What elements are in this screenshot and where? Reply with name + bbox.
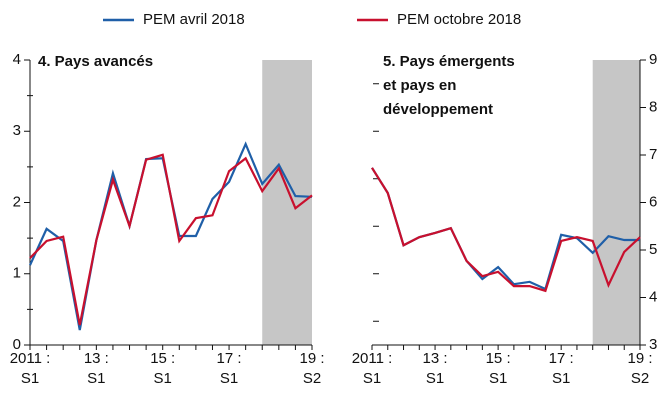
panel-title: développement (383, 101, 493, 118)
x-tick-label: 17 : (549, 350, 574, 367)
panel-title: 5. Pays émergents (383, 53, 515, 70)
x-tick-label: S2 (631, 370, 649, 387)
series-line (29, 153, 313, 326)
y-tick-label: 3 (13, 122, 21, 139)
y-tick-label: 0 (13, 336, 21, 353)
legend-label: PEM octobre 2018 (397, 11, 521, 28)
y-tick-label: 1 (13, 265, 21, 282)
x-tick-label: S1 (363, 370, 381, 387)
y-tick-label: 5 (649, 241, 657, 258)
series-line (371, 167, 641, 293)
y-tick-label: 3 (649, 336, 657, 353)
x-tick-label: S1 (220, 370, 238, 387)
x-tick-label: 13 : (84, 350, 109, 367)
x-tick-label: S1 (87, 370, 105, 387)
x-tick-label: 2011 : (10, 350, 51, 367)
x-tick-label: S1 (154, 370, 172, 387)
x-tick-label: S2 (303, 370, 321, 387)
x-tick-label: 2011 : (352, 350, 393, 367)
x-tick-label: S1 (426, 370, 444, 387)
x-tick-label: 15 : (150, 350, 175, 367)
y-tick-label: 6 (649, 193, 657, 210)
y-tick-label: 4 (649, 288, 657, 305)
y-tick-label: 7 (649, 146, 657, 163)
y-tick-label: 2 (13, 193, 21, 210)
x-tick-label: S1 (552, 370, 570, 387)
x-tick-label: S1 (489, 370, 507, 387)
legend-label: PEM avril 2018 (143, 11, 245, 28)
panel-title: et pays en (383, 77, 456, 94)
y-tick-label: 4 (13, 51, 21, 68)
y-tick-label: 8 (649, 98, 657, 115)
x-tick-label: 19 : (299, 350, 324, 367)
forecast-shade (592, 60, 640, 345)
x-tick-label: 19 : (627, 350, 652, 367)
x-tick-label: S1 (21, 370, 39, 387)
x-tick-label: 13 : (423, 350, 448, 367)
x-tick-label: 15 : (486, 350, 511, 367)
x-tick-label: 17 : (217, 350, 242, 367)
panel-title: 4. Pays avancés (38, 53, 153, 70)
y-tick-label: 9 (649, 51, 657, 68)
